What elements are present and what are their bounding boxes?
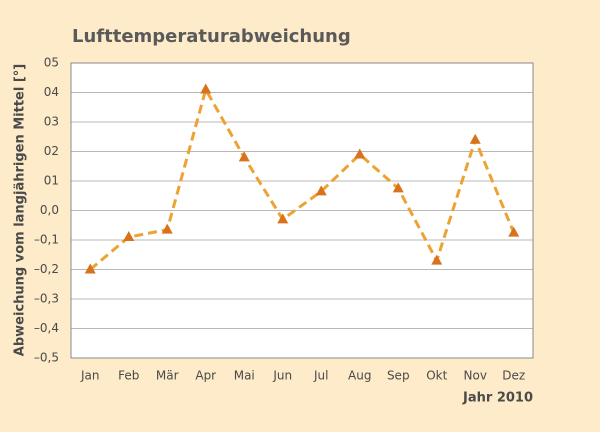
x-tick-label: Mai	[234, 369, 255, 383]
data-marker	[508, 226, 520, 237]
y-tick-label: 0,0	[40, 203, 59, 217]
y-tick-label: –0,2	[34, 262, 59, 276]
y-tick-label: 05	[44, 56, 59, 70]
y-axis-title: Abweichung vom langjährigen Mittel [°]	[13, 64, 28, 356]
data-marker	[315, 185, 327, 196]
data-marker	[277, 213, 289, 224]
x-tick-label: Nov	[464, 369, 487, 383]
x-tick-label: Jan	[80, 369, 100, 383]
data-marker	[238, 151, 250, 162]
x-axis-title: Jahr 2010	[462, 391, 533, 406]
plot-border	[70, 62, 534, 359]
y-tick-label: –0,4	[34, 321, 59, 335]
data-marker	[392, 182, 404, 193]
chart-title: Lufttemperaturabweichung	[72, 26, 351, 47]
data-marker	[200, 83, 212, 94]
data-marker	[84, 263, 96, 274]
y-tick-label: –0,5	[34, 351, 59, 365]
x-tick-label: Mär	[156, 369, 179, 383]
x-tick-label: Jul	[313, 369, 328, 383]
x-tick-label: Okt	[426, 369, 447, 383]
y-tick-label: –0,3	[34, 292, 59, 306]
x-tick-label: Jun	[272, 369, 292, 383]
data-line	[89, 85, 516, 271]
y-tick-label: 01	[44, 174, 59, 188]
x-tick-label: Dez	[502, 369, 525, 383]
y-tick-label: 03	[44, 115, 59, 129]
data-marker	[123, 231, 135, 242]
x-tick-label: Apr	[195, 369, 216, 383]
data-marker	[469, 133, 481, 144]
x-tick-label: Sep	[387, 369, 410, 383]
y-tick-label: 04	[44, 85, 59, 99]
x-tick-label: Feb	[118, 369, 139, 383]
data-marker	[161, 223, 173, 234]
y-tick-label: –0,1	[34, 233, 59, 247]
y-tick-label: 02	[44, 144, 59, 158]
x-tick-label: Aug	[348, 369, 371, 383]
data-marker	[431, 254, 443, 265]
data-marker	[354, 148, 366, 159]
